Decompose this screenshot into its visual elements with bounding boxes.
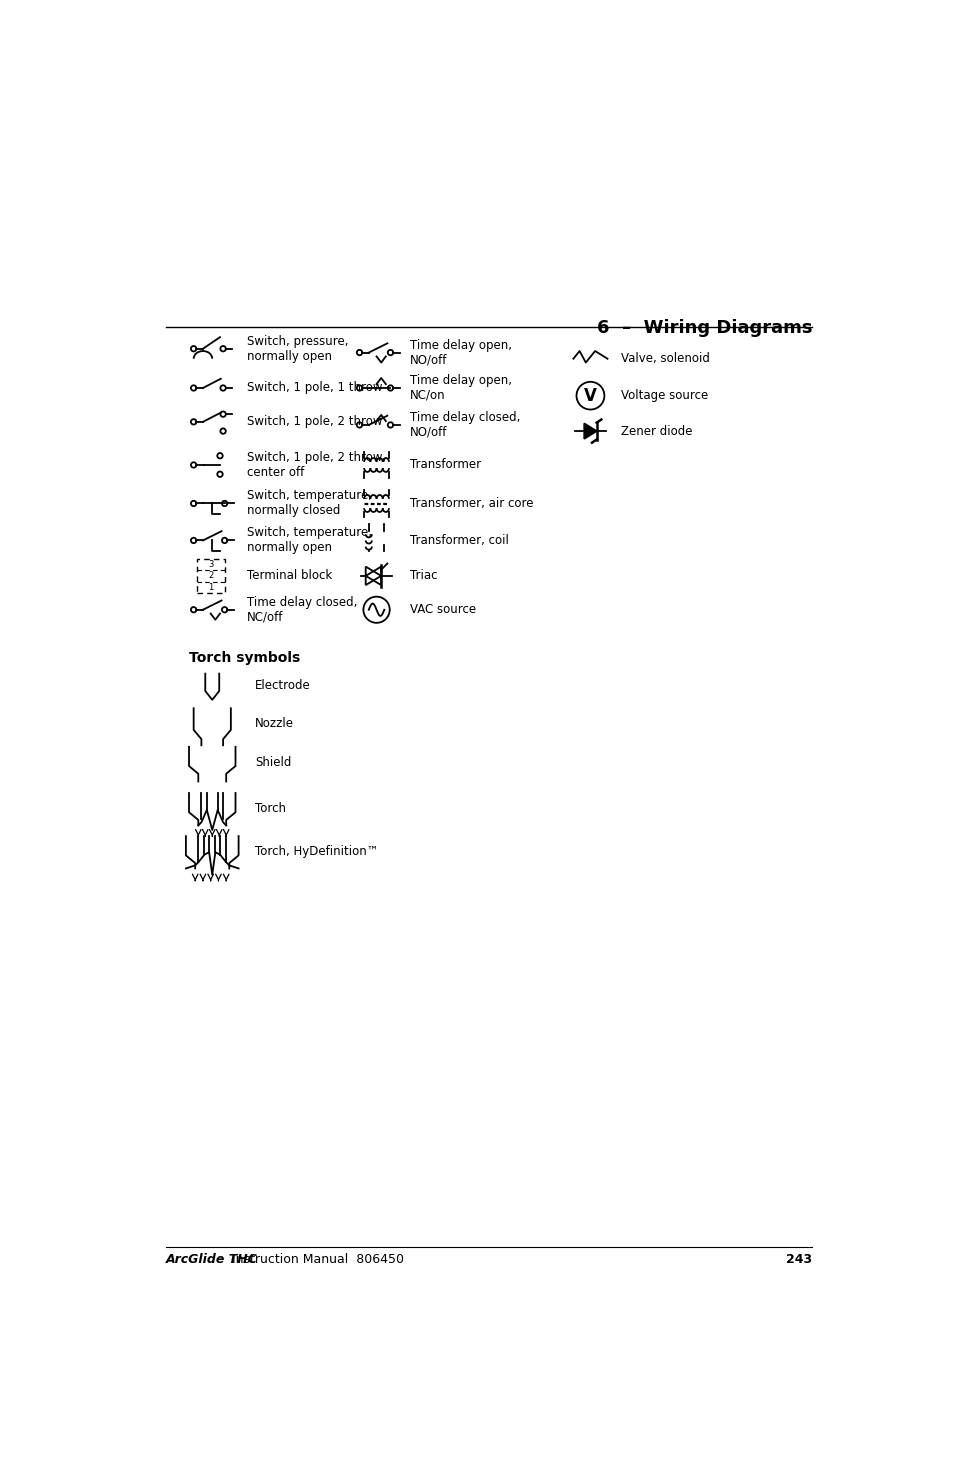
Text: Nozzle: Nozzle — [254, 717, 294, 730]
Text: 2: 2 — [208, 571, 213, 580]
Text: VAC source: VAC source — [410, 603, 476, 617]
Text: Electrode: Electrode — [254, 678, 311, 692]
Text: Time delay closed,
NC/off: Time delay closed, NC/off — [247, 596, 357, 624]
Text: Switch, 1 pole, 2 throw,
center off: Switch, 1 pole, 2 throw, center off — [247, 451, 386, 479]
Text: Zener diode: Zener diode — [620, 425, 692, 438]
Text: Transformer, coil: Transformer, coil — [410, 534, 508, 547]
Text: Torch symbols: Torch symbols — [189, 652, 300, 665]
Text: Time delay closed,
NO/off: Time delay closed, NO/off — [410, 412, 519, 440]
Text: Valve, solenoid: Valve, solenoid — [620, 353, 710, 366]
Text: ArcGlide THC: ArcGlide THC — [166, 1254, 257, 1267]
Text: 1: 1 — [208, 583, 213, 591]
Text: Switch, temperature,
normally open: Switch, temperature, normally open — [247, 527, 372, 555]
Polygon shape — [583, 423, 596, 438]
Text: Instruction Manual  806450: Instruction Manual 806450 — [224, 1254, 403, 1267]
Text: Torch: Torch — [254, 802, 286, 814]
Text: Switch, 1 pole, 2 throw: Switch, 1 pole, 2 throw — [247, 416, 382, 428]
Text: Torch, HyDefinition™: Torch, HyDefinition™ — [254, 845, 378, 858]
Text: Triac: Triac — [410, 569, 436, 583]
Text: 3: 3 — [208, 560, 213, 569]
Text: Time delay open,
NO/off: Time delay open, NO/off — [410, 339, 512, 367]
Text: Switch, temperature,
normally closed: Switch, temperature, normally closed — [247, 490, 372, 518]
Text: Terminal block: Terminal block — [247, 569, 332, 583]
Text: Transformer: Transformer — [410, 459, 480, 472]
Text: Time delay open,
NC/on: Time delay open, NC/on — [410, 375, 512, 403]
Text: Switch, 1 pole, 1 throw: Switch, 1 pole, 1 throw — [247, 382, 382, 394]
Text: Transformer, air core: Transformer, air core — [410, 497, 533, 510]
Text: 243: 243 — [785, 1254, 811, 1267]
Text: 6  –  Wiring Diagrams: 6 – Wiring Diagrams — [596, 320, 811, 338]
Bar — [196, 559, 224, 593]
Text: Shield: Shield — [254, 755, 291, 768]
Text: Switch, pressure,
normally open: Switch, pressure, normally open — [247, 335, 348, 363]
Text: V: V — [583, 386, 597, 404]
Text: Voltage source: Voltage source — [620, 389, 708, 403]
